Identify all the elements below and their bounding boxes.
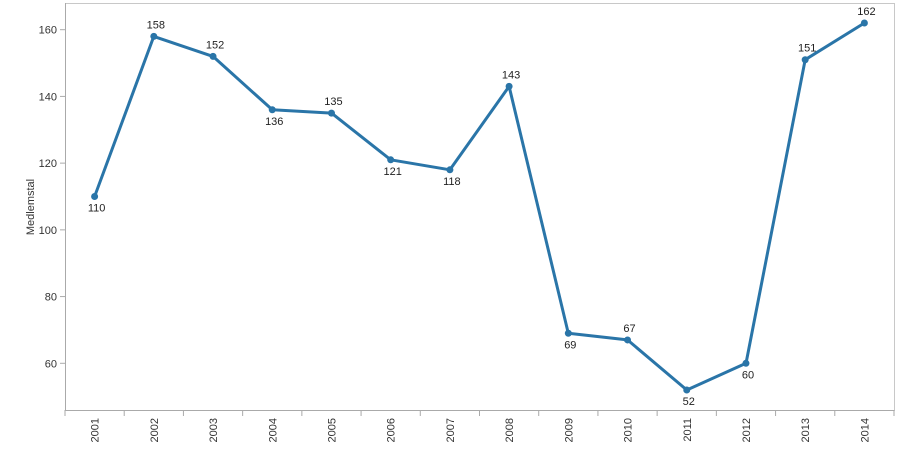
data-point bbox=[683, 386, 691, 394]
x-axis-ticks: 2001 2002 2003 2004 2005 2006 2007 2008 2009 2010… bbox=[64, 410, 895, 442]
x-tick-label: 2007 bbox=[445, 418, 457, 442]
data-label: 152 bbox=[206, 39, 224, 51]
y-tick-label: 60 bbox=[45, 358, 57, 370]
series-layer: 110 158 152 136 135 121 118 143 69 67 52 60 151 162 bbox=[88, 6, 876, 408]
series-line bbox=[93, 21, 866, 392]
x-tick-label: 2003 bbox=[208, 418, 220, 442]
data-point bbox=[801, 56, 809, 64]
data-label: 158 bbox=[147, 19, 165, 31]
x-tick-label: 2009 bbox=[563, 418, 575, 442]
y-tick-label: 140 bbox=[39, 91, 57, 103]
plot-frame bbox=[65, 3, 895, 411]
data-point bbox=[624, 336, 632, 344]
x-tick-label: 2004 bbox=[267, 418, 279, 442]
data-point bbox=[505, 82, 513, 90]
x-tick-label: 2008 bbox=[504, 418, 516, 442]
data-point bbox=[387, 156, 395, 164]
data-point bbox=[742, 359, 750, 367]
data-point bbox=[268, 106, 276, 114]
data-label: 67 bbox=[623, 323, 635, 335]
x-tick-label: 2012 bbox=[741, 418, 753, 442]
data-label: 110 bbox=[88, 202, 106, 214]
data-label: 118 bbox=[443, 176, 461, 188]
y-tick-label: 120 bbox=[39, 158, 57, 170]
y-axis-title: Medlemstal bbox=[25, 179, 37, 235]
y-axis-ticks: 60 80 100 120 140 160 bbox=[39, 25, 65, 370]
x-tick-label: 2005 bbox=[326, 418, 338, 442]
data-label: 60 bbox=[742, 369, 754, 381]
data-label: 143 bbox=[502, 69, 520, 81]
x-tick-label: 2002 bbox=[149, 418, 161, 442]
data-label: 151 bbox=[798, 43, 816, 55]
x-tick-label: 2011 bbox=[682, 418, 694, 442]
x-tick-label: 2013 bbox=[800, 418, 812, 442]
data-label: 162 bbox=[857, 6, 875, 18]
data-point bbox=[150, 32, 158, 40]
x-tick-label: 2006 bbox=[386, 418, 398, 442]
data-label: 135 bbox=[324, 96, 342, 108]
data-point bbox=[91, 192, 99, 200]
data-label: 52 bbox=[683, 396, 695, 408]
data-point bbox=[327, 109, 335, 117]
data-point bbox=[446, 166, 454, 174]
x-tick-label: 2014 bbox=[859, 418, 871, 442]
data-point bbox=[860, 19, 868, 27]
x-tick-label: 2001 bbox=[90, 418, 102, 442]
y-tick-label: 160 bbox=[39, 25, 57, 37]
data-label: 136 bbox=[265, 116, 283, 128]
y-tick-label: 100 bbox=[39, 225, 57, 237]
data-label: 69 bbox=[564, 339, 576, 351]
data-point bbox=[564, 329, 572, 337]
data-point bbox=[209, 52, 217, 60]
y-tick-label: 80 bbox=[45, 292, 57, 304]
x-tick-label: 2010 bbox=[623, 418, 635, 442]
data-label: 121 bbox=[383, 166, 401, 178]
